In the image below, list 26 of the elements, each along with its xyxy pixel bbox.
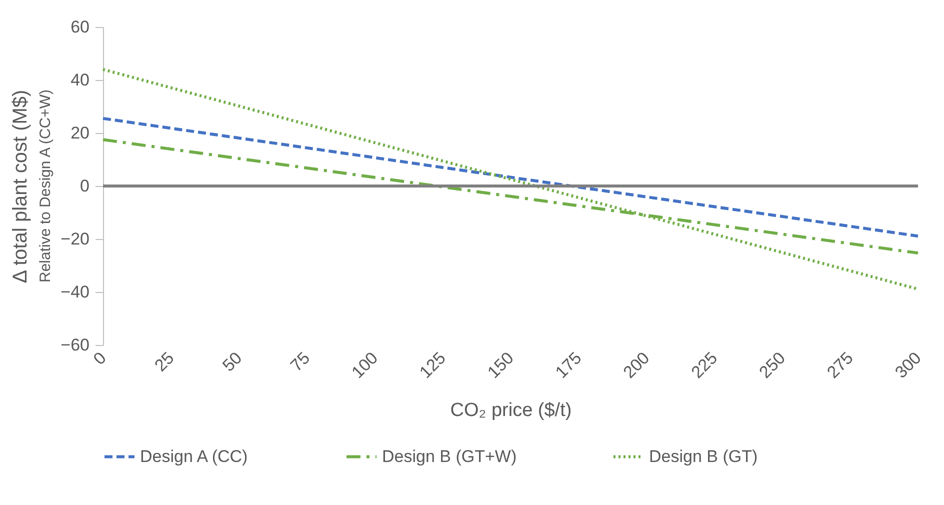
- x-tick-label: 50: [218, 348, 246, 376]
- y-tick-label: −60: [60, 336, 90, 354]
- text: Relative to Design A (CC+W): [37, 90, 54, 282]
- y-tick-label: 20: [70, 124, 90, 142]
- y-tick-label: −20: [60, 230, 90, 248]
- y-axis-title: Δ total plant cost (M$): [10, 90, 32, 284]
- legend-label: Design B (GT+W): [382, 446, 517, 466]
- x-tick-label: 250: [756, 348, 790, 382]
- x-tick-label: 275: [823, 348, 857, 382]
- y-tick-label: 40: [70, 70, 90, 90]
- x-tick-label: 25: [150, 348, 178, 376]
- y-tick-label: 0: [80, 176, 90, 196]
- x-tick-label: 200: [620, 348, 654, 382]
- legend-label: Design A (CC): [140, 446, 248, 466]
- legend-label: Design B (GT): [649, 446, 758, 466]
- x-tick-label: 300: [891, 348, 925, 382]
- x-tick-label: 175: [552, 348, 586, 382]
- y-tick-label: −40: [60, 282, 90, 302]
- x-tick-label: 150: [484, 348, 518, 382]
- x-tick-label: 125: [416, 348, 450, 382]
- y-tick-label: 60: [70, 18, 90, 36]
- x-tick-label: 100: [348, 348, 382, 382]
- x-tick-label: 0: [90, 348, 110, 369]
- x-tick-label: 75: [286, 348, 314, 376]
- x-axis-title: CO₂ price ($/t): [450, 400, 572, 422]
- x-tick-label: 225: [688, 348, 722, 382]
